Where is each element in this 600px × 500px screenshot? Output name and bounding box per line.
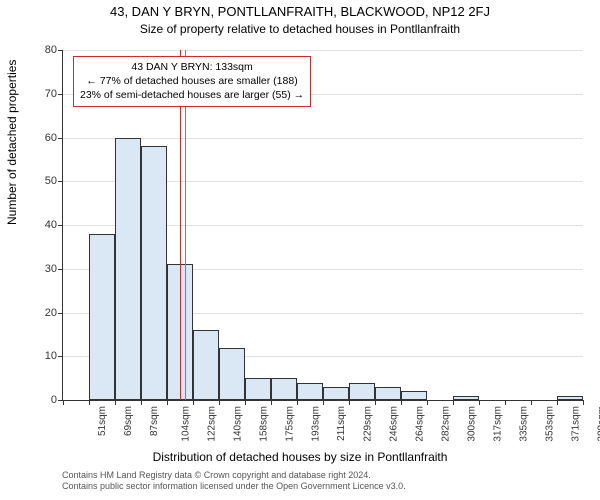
x-tick-label: 264sqm <box>415 406 426 442</box>
histogram-bar <box>557 396 583 400</box>
y-axis-label: Number of detached properties <box>5 60 19 225</box>
x-tick-label: 229sqm <box>363 406 374 442</box>
y-tick-label: 10 <box>45 350 63 362</box>
footer-text: Contains HM Land Registry data © Crown c… <box>62 470 406 492</box>
y-tick-label: 30 <box>45 263 63 275</box>
annotation-box: 43 DAN Y BRYN: 133sqm← 77% of detached h… <box>73 56 311 107</box>
chart-subtitle: Size of property relative to detached ho… <box>0 20 600 36</box>
y-gridline <box>63 138 583 139</box>
histogram-bar <box>271 378 297 400</box>
x-tick-mark <box>193 400 194 405</box>
x-tick-mark <box>245 400 246 405</box>
x-tick-label: 87sqm <box>149 406 160 436</box>
histogram-bar <box>349 383 375 401</box>
y-tick-label: 60 <box>45 132 63 144</box>
x-tick-mark <box>141 400 142 405</box>
x-tick-mark <box>453 400 454 405</box>
y-tick-label: 20 <box>45 307 63 319</box>
x-tick-label: 140sqm <box>233 406 244 442</box>
x-tick-label: 353sqm <box>545 406 556 442</box>
y-tick-label: 80 <box>45 44 63 56</box>
x-tick-mark <box>89 400 90 405</box>
x-tick-label: 246sqm <box>389 406 400 442</box>
x-tick-mark <box>323 400 324 405</box>
histogram-bar <box>323 387 349 400</box>
annotation-line: 43 DAN Y BRYN: 133sqm <box>80 60 304 74</box>
x-tick-label: 158sqm <box>259 406 270 442</box>
x-tick-mark <box>349 400 350 405</box>
x-tick-mark <box>583 400 584 405</box>
x-tick-mark <box>505 400 506 405</box>
x-tick-label: 388sqm <box>597 406 600 442</box>
x-tick-mark <box>115 400 116 405</box>
x-axis-label: Distribution of detached houses by size … <box>0 450 600 464</box>
y-gridline <box>63 50 583 51</box>
histogram-bar <box>219 348 245 401</box>
y-tick-label: 40 <box>45 219 63 231</box>
histogram-bar <box>401 391 427 400</box>
x-tick-label: 193sqm <box>311 406 322 442</box>
x-tick-mark <box>271 400 272 405</box>
histogram-bar <box>375 387 401 400</box>
x-tick-mark <box>557 400 558 405</box>
footer-line-1: Contains HM Land Registry data © Crown c… <box>62 470 406 481</box>
x-tick-label: 335sqm <box>519 406 530 442</box>
annotation-line: 23% of semi-detached houses are larger (… <box>80 88 304 102</box>
histogram-bar <box>193 330 219 400</box>
histogram-bar <box>245 378 271 400</box>
x-tick-mark <box>375 400 376 405</box>
x-tick-mark <box>427 400 428 405</box>
footer-line-2: Contains public sector information licen… <box>62 481 406 492</box>
x-tick-label: 175sqm <box>285 406 296 442</box>
x-tick-mark <box>219 400 220 405</box>
x-tick-label: 317sqm <box>493 406 504 442</box>
histogram-bar <box>453 396 479 400</box>
chart-title: 43, DAN Y BRYN, PONTLLANFRAITH, BLACKWOO… <box>0 0 600 20</box>
histogram-bar <box>115 138 141 401</box>
x-tick-mark <box>401 400 402 405</box>
x-tick-mark <box>63 400 64 405</box>
histogram-bar <box>297 383 323 401</box>
x-tick-mark <box>297 400 298 405</box>
histogram-bar <box>89 234 115 400</box>
x-tick-label: 69sqm <box>123 406 134 436</box>
y-tick-label: 50 <box>45 175 63 187</box>
x-tick-mark <box>167 400 168 405</box>
x-tick-label: 300sqm <box>467 406 478 442</box>
histogram-bar <box>141 146 167 400</box>
annotation-line: ← 77% of detached houses are smaller (18… <box>80 74 304 88</box>
chart-container: 43, DAN Y BRYN, PONTLLANFRAITH, BLACKWOO… <box>0 0 600 500</box>
plot-area: 0102030405060708051sqm69sqm87sqm104sqm12… <box>62 50 583 401</box>
x-tick-label: 371sqm <box>571 406 582 442</box>
x-tick-label: 211sqm <box>336 406 347 441</box>
x-tick-mark <box>531 400 532 405</box>
x-tick-label: 282sqm <box>441 406 452 442</box>
y-tick-label: 70 <box>45 88 63 100</box>
x-tick-mark <box>479 400 480 405</box>
y-tick-label: 0 <box>51 394 63 406</box>
x-tick-label: 122sqm <box>207 406 218 442</box>
x-tick-label: 104sqm <box>181 406 192 442</box>
x-tick-label: 51sqm <box>97 406 108 436</box>
